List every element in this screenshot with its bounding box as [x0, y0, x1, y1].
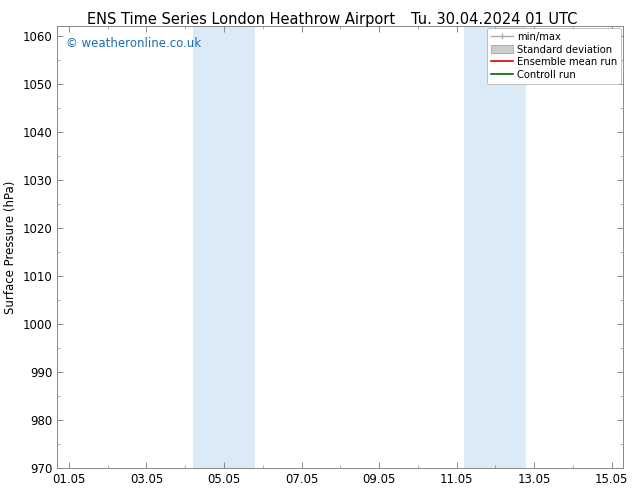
Bar [464, 26, 526, 468]
Text: ENS Time Series London Heathrow Airport: ENS Time Series London Heathrow Airport [87, 12, 395, 27]
Text: © weatheronline.co.uk: © weatheronline.co.uk [66, 37, 201, 50]
Y-axis label: Surface Pressure (hPa): Surface Pressure (hPa) [4, 180, 17, 314]
Text: Tu. 30.04.2024 01 UTC: Tu. 30.04.2024 01 UTC [411, 12, 578, 27]
Bar [193, 26, 255, 468]
Legend: min/max, Standard deviation, Ensemble mean run, Controll run: min/max, Standard deviation, Ensemble me… [487, 28, 621, 84]
